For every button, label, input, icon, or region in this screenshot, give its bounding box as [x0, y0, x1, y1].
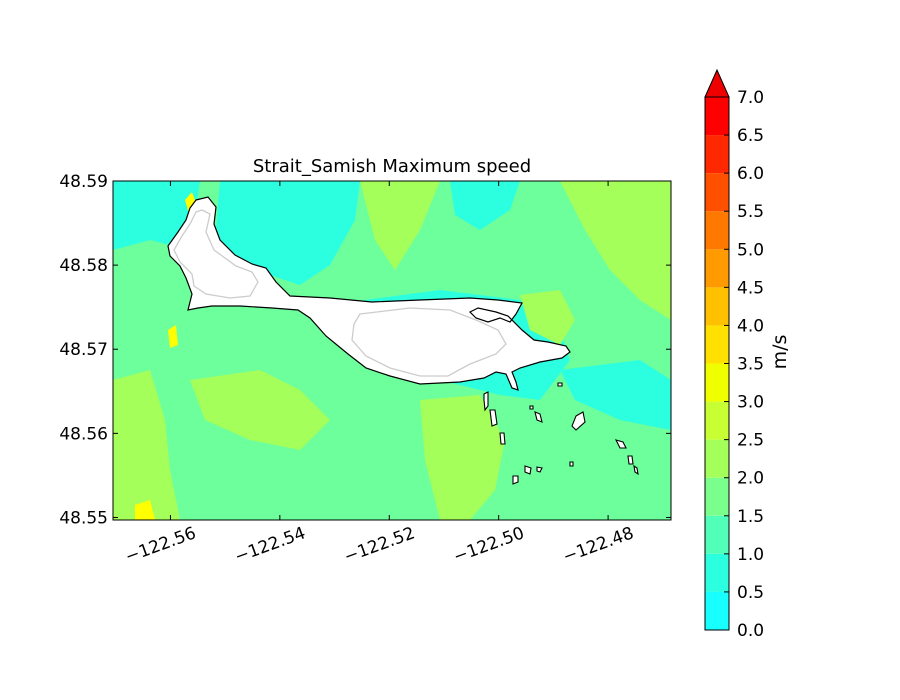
colorbar-extend-arrow: [704, 68, 730, 98]
high-speed-region: [360, 181, 440, 270]
y-tick-label: 48.56: [59, 424, 108, 444]
low-speed-region: [450, 181, 520, 230]
colorbar-band: [705, 211, 729, 250]
islet: [529, 405, 534, 410]
axes-frame: [112, 180, 672, 521]
colorbar-band: [705, 363, 729, 402]
high-speed-region: [420, 395, 505, 520]
y-tick-label: 48.55: [59, 508, 108, 528]
low-speed-region: [560, 360, 671, 430]
colorbar-tick-label: 4.5: [737, 278, 764, 298]
colorbar-tick-label: 0.5: [737, 583, 764, 603]
map-axes: −122.56 −122.54 −122.52 −122.50 −122.48 48.5…: [59, 172, 672, 567]
islet: [483, 391, 489, 412]
colorbar-tick-label: 6.0: [737, 164, 764, 184]
islet: [557, 382, 563, 387]
colorbar-band: [705, 477, 729, 516]
colorbar-tick-label: 2.5: [737, 431, 764, 451]
high-speed-region: [113, 370, 180, 520]
y-tick-label: 48.59: [59, 172, 108, 192]
high-speed-region: [190, 370, 330, 450]
colorbar-band: [705, 553, 729, 592]
colorbar-band: [705, 401, 729, 440]
islet: [536, 466, 543, 473]
colorbar-tick-label: 2.0: [737, 469, 764, 489]
colorbar-tick-label: 4.0: [737, 316, 764, 336]
islet: [489, 409, 498, 427]
colorbar-tick-label: 0.0: [737, 621, 764, 641]
colorbar-band: [705, 249, 729, 288]
high-speed-region: [520, 290, 575, 345]
y-axis: 48.55 48.56 48.57 48.58 48.59: [59, 172, 671, 528]
island-inner-contour: [173, 209, 259, 299]
colorbar-tick-label: 7.0: [737, 88, 764, 108]
colorbar-band: [705, 173, 729, 212]
colorbar-tick-label: 3.0: [737, 393, 764, 413]
island-inner-contour: [351, 307, 507, 377]
high-speed-region: [560, 181, 671, 320]
colorbar-label: m/s: [769, 335, 791, 370]
colorbar-tick-label: 5.0: [737, 240, 764, 260]
colorbar-tick-label: 1.5: [737, 507, 764, 527]
islet: [524, 465, 532, 475]
islet: [627, 455, 634, 465]
colorbar-band: [705, 325, 729, 364]
speed-field-patches: [113, 181, 671, 520]
x-tick-label: −122.56: [123, 523, 199, 567]
islet: [569, 461, 574, 467]
islet: [499, 432, 506, 445]
islet: [534, 411, 543, 423]
x-tick-label: −122.48: [560, 523, 636, 567]
peak-speed-spot: [168, 325, 178, 348]
colorbar-band: [705, 515, 729, 554]
islet: [512, 475, 519, 485]
y-tick-label: 48.57: [59, 340, 108, 360]
islet: [614, 439, 627, 449]
x-tick-label: −122.52: [341, 523, 417, 567]
colorbar-band: [705, 591, 729, 630]
colorbar: 0.0 0.5 1.0 1.5 2.0 2.5 3.0 3.5 4.0 4.5 5.0 5.5 6.0 6…: [704, 68, 791, 641]
peak-speed-spot: [135, 500, 155, 520]
colorbar-band: [705, 97, 729, 136]
low-speed-region: [215, 181, 360, 285]
colorbar-tick-label: 6.5: [737, 126, 764, 146]
chart-title: Strait_Samish Maximum speed: [253, 156, 531, 177]
colorbar-tick-label: 5.5: [737, 202, 764, 222]
colorbar-band: [705, 135, 729, 174]
x-tick-label: −122.50: [451, 523, 527, 567]
y-tick-label: 48.58: [59, 256, 108, 276]
x-tick-label: −122.54: [232, 523, 308, 567]
small-islands: [483, 382, 639, 485]
colorbar-band: [705, 439, 729, 478]
colorbar-band: [705, 287, 729, 326]
colorbar-tick-label: 1.0: [737, 545, 764, 565]
island-landmass: [167, 196, 571, 391]
islet: [633, 464, 639, 476]
colorbar-tick-label: 3.5: [737, 355, 764, 375]
islet: [571, 411, 586, 431]
